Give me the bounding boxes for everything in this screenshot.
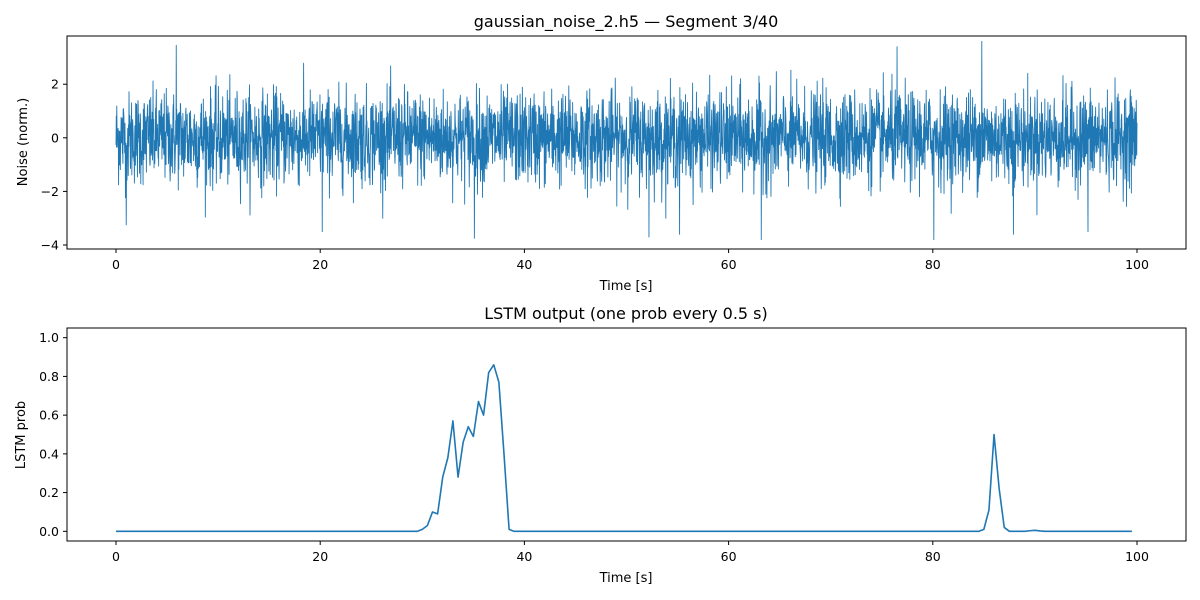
noise-ticks: 0 20 40 60 80 100 −4 −2 0 2 [41,77,1149,272]
lstm-x-tick-label: 0 [112,549,120,564]
lstm-y-tick-label: 0.6 [39,408,59,423]
lstm-x-tick-label: 40 [516,549,532,564]
lstm-x-tick-label: 100 [1125,549,1149,564]
noise-x-tick-label: 100 [1125,257,1149,272]
noise-line [115,40,1138,241]
lstm-axes-frame [66,327,1187,542]
lstm-y-tick-label: 0.0 [39,524,59,539]
noise-y-tick-label: −4 [41,237,59,252]
lstm-prob-line [116,363,1132,533]
noise-y-tick-label: −2 [41,184,59,199]
noise-x-tick-label: 60 [721,257,737,272]
noise-x-axis-label: Time [s] [599,279,653,294]
lstm-y-tick-label: 1.0 [39,330,59,345]
lstm-plot-title: LSTM output (one prob every 0.5 s) [484,304,768,323]
lstm-x-tick-label: 20 [312,549,328,564]
lstm-y-axis-label: LSTM prob [14,401,29,469]
lstm-x-tick-label: 60 [721,549,737,564]
noise-axes-frame [66,35,1187,250]
lstm-y-tick-label: 0.8 [39,369,59,384]
lstm-ticks: 0 20 40 60 80 100 0.0 0.2 0.4 0.6 0.8 1.0 [39,330,1149,564]
noise-plot-title: gaussian_noise_2.h5 — Segment 3/40 [474,12,779,32]
noise-series [115,40,1138,241]
noise-y-axis-label: Noise (norm.) [16,98,31,186]
lstm-subplot: LSTM output (one prob every 0.5 s) 0 20 40… [14,304,1187,586]
noise-y-tick-label: 2 [51,77,59,92]
noise-subplot: gaussian_noise_2.h5 — Segment 3/40 0 20 40… [16,12,1187,294]
lstm-x-axis-label: Time [s] [599,571,653,586]
noise-y-tick-label: 0 [51,130,59,145]
noise-x-tick-label: 0 [112,257,120,272]
lstm-y-tick-label: 0.4 [39,446,59,461]
lstm-series [116,363,1132,533]
lstm-y-tick-label: 0.2 [39,485,59,500]
noise-x-tick-label: 80 [925,257,941,272]
lstm-x-tick-label: 80 [925,549,941,564]
noise-x-tick-label: 40 [516,257,532,272]
noise-x-tick-label: 20 [312,257,328,272]
